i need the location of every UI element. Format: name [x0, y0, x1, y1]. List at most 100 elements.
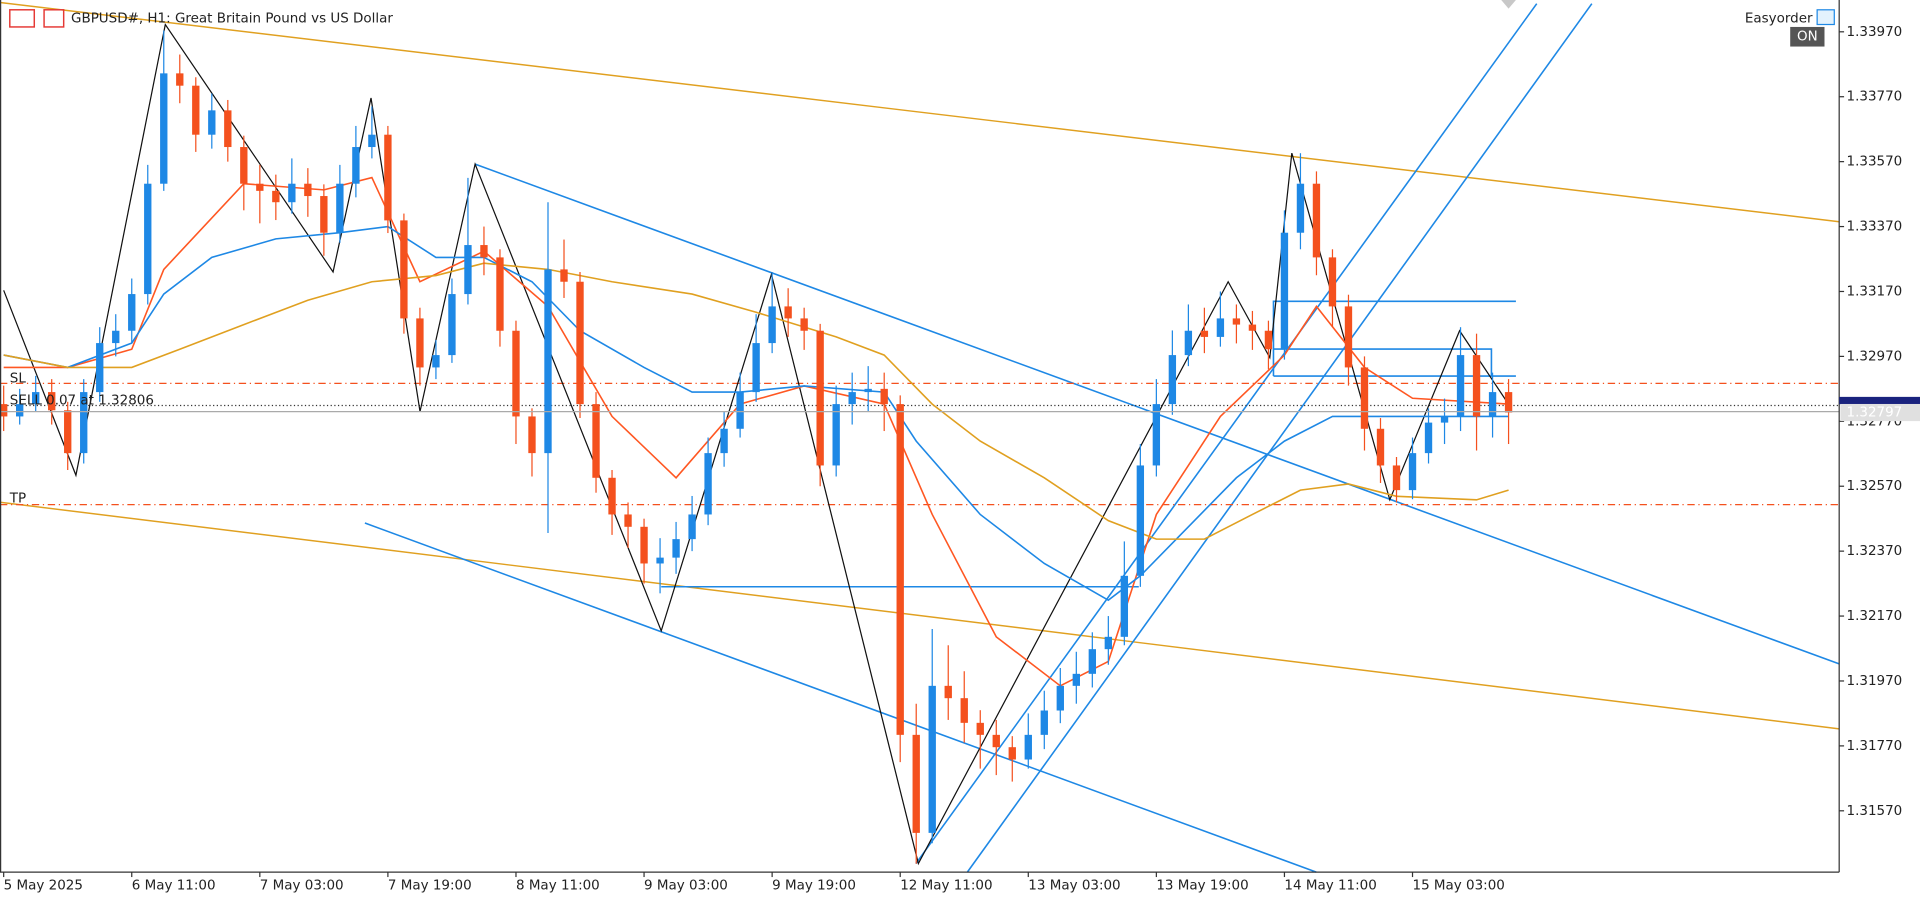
candle-body — [1056, 685, 1064, 711]
candle-body — [1088, 649, 1096, 674]
candle-body — [80, 392, 88, 454]
x-tick-label: 5 May 2025 — [4, 878, 83, 894]
x-tick-label: 6 May 11:00 — [132, 878, 216, 894]
candle-body — [864, 388, 872, 393]
indicator-line — [3, 262, 1509, 540]
candle-body — [1104, 636, 1113, 650]
candle-body — [304, 183, 312, 197]
candle-body — [880, 388, 888, 405]
candle-body — [768, 306, 776, 344]
sl-label: SL — [10, 371, 27, 387]
candle-body — [1392, 465, 1401, 491]
candle-body — [1152, 404, 1161, 466]
candle-body — [720, 428, 728, 454]
candle-body — [1248, 324, 1257, 331]
x-tick-label: 14 May 11:00 — [1284, 878, 1376, 894]
candle-body — [1008, 747, 1016, 760]
candle-body — [1200, 330, 1209, 337]
candle-body — [656, 557, 664, 564]
candle-body — [272, 190, 280, 203]
candle-body — [64, 410, 72, 454]
current-price-label: 1.32797 — [1847, 405, 1903, 421]
candle-body — [400, 220, 408, 319]
candle-body — [512, 330, 520, 417]
candle-body — [528, 416, 536, 454]
menu-icon[interactable] — [9, 9, 36, 28]
candle-body — [944, 685, 952, 699]
indicator-line — [3, 225, 1509, 602]
expert-icon[interactable] — [1816, 9, 1835, 26]
y-tick-label: 1.32170 — [1847, 608, 1903, 624]
y-tick-label: 1.31570 — [1847, 803, 1903, 819]
candle-body — [112, 330, 120, 344]
candle-body — [896, 404, 904, 735]
candle-body — [192, 85, 200, 135]
candle-body — [704, 453, 712, 515]
candle-body — [608, 477, 616, 515]
candle-body — [736, 392, 744, 429]
on-button[interactable] — [1790, 26, 1825, 47]
candle-body — [1312, 183, 1321, 258]
candle-body — [1136, 465, 1145, 576]
x-tick-label: 9 May 03:00 — [644, 878, 728, 894]
candle-body — [144, 183, 152, 295]
candle-body — [1072, 673, 1080, 686]
candle-body — [816, 330, 824, 466]
y-tick-label: 1.32970 — [1847, 348, 1903, 364]
candle-body — [976, 722, 984, 735]
zigzag — [3, 22, 1510, 866]
x-tick-label: 7 May 19:00 — [388, 878, 472, 894]
candle-body — [1440, 416, 1449, 423]
current-price-box — [1840, 403, 1920, 422]
candle-body — [1120, 575, 1129, 637]
y-tick-label: 1.33970 — [1847, 24, 1903, 40]
candle-body — [1472, 355, 1481, 417]
candle-body — [496, 257, 504, 331]
candle-body — [128, 294, 136, 331]
candle-body — [1376, 428, 1385, 466]
candle-body — [1328, 257, 1337, 307]
chart-title: GBPUSD#, H1: Great Britain Pound vs US D… — [71, 10, 393, 26]
candle-body — [960, 698, 968, 723]
level-line — [1272, 300, 1516, 377]
candle-body — [16, 404, 24, 417]
candle-body — [1488, 392, 1497, 417]
trendline — [364, 522, 1317, 873]
candle-body — [1424, 422, 1433, 454]
x-tick-label: 12 May 11:00 — [900, 878, 992, 894]
y-tick-label: 1.33570 — [1847, 154, 1903, 170]
candle-body — [384, 134, 392, 221]
candle-body — [32, 392, 40, 405]
x-tick-label: 8 May 11:00 — [516, 878, 600, 894]
candle-body — [416, 318, 424, 368]
candle-body — [1216, 318, 1225, 337]
candle-body — [1344, 306, 1353, 368]
marker — [1501, 0, 1516, 9]
on-label[interactable]: ON — [1797, 29, 1818, 45]
x-tick-label: 13 May 19:00 — [1156, 878, 1248, 894]
candle-body — [1408, 453, 1417, 491]
candle-body — [848, 392, 856, 405]
candle-body — [256, 183, 264, 191]
candle-body — [240, 147, 248, 184]
order-marker — [1839, 396, 1920, 405]
candle-body — [176, 73, 184, 86]
candle-body — [368, 134, 376, 148]
drawings — [0, 1, 1840, 873]
candle-body — [784, 306, 792, 319]
symbol-icon[interactable] — [43, 9, 65, 28]
trendline — [966, 3, 1593, 873]
candle-body — [1504, 392, 1513, 413]
candle-body — [480, 245, 488, 258]
candle-body — [576, 281, 584, 405]
candle-body — [672, 539, 680, 558]
y-tick-label: 1.33170 — [1847, 283, 1903, 299]
candle-body — [96, 343, 104, 393]
x-tick-label: 7 May 03:00 — [260, 878, 344, 894]
candle-body — [832, 404, 840, 466]
candle-body — [464, 245, 472, 295]
candle-body — [1040, 710, 1048, 735]
x-tick-label: 9 May 19:00 — [772, 878, 856, 894]
